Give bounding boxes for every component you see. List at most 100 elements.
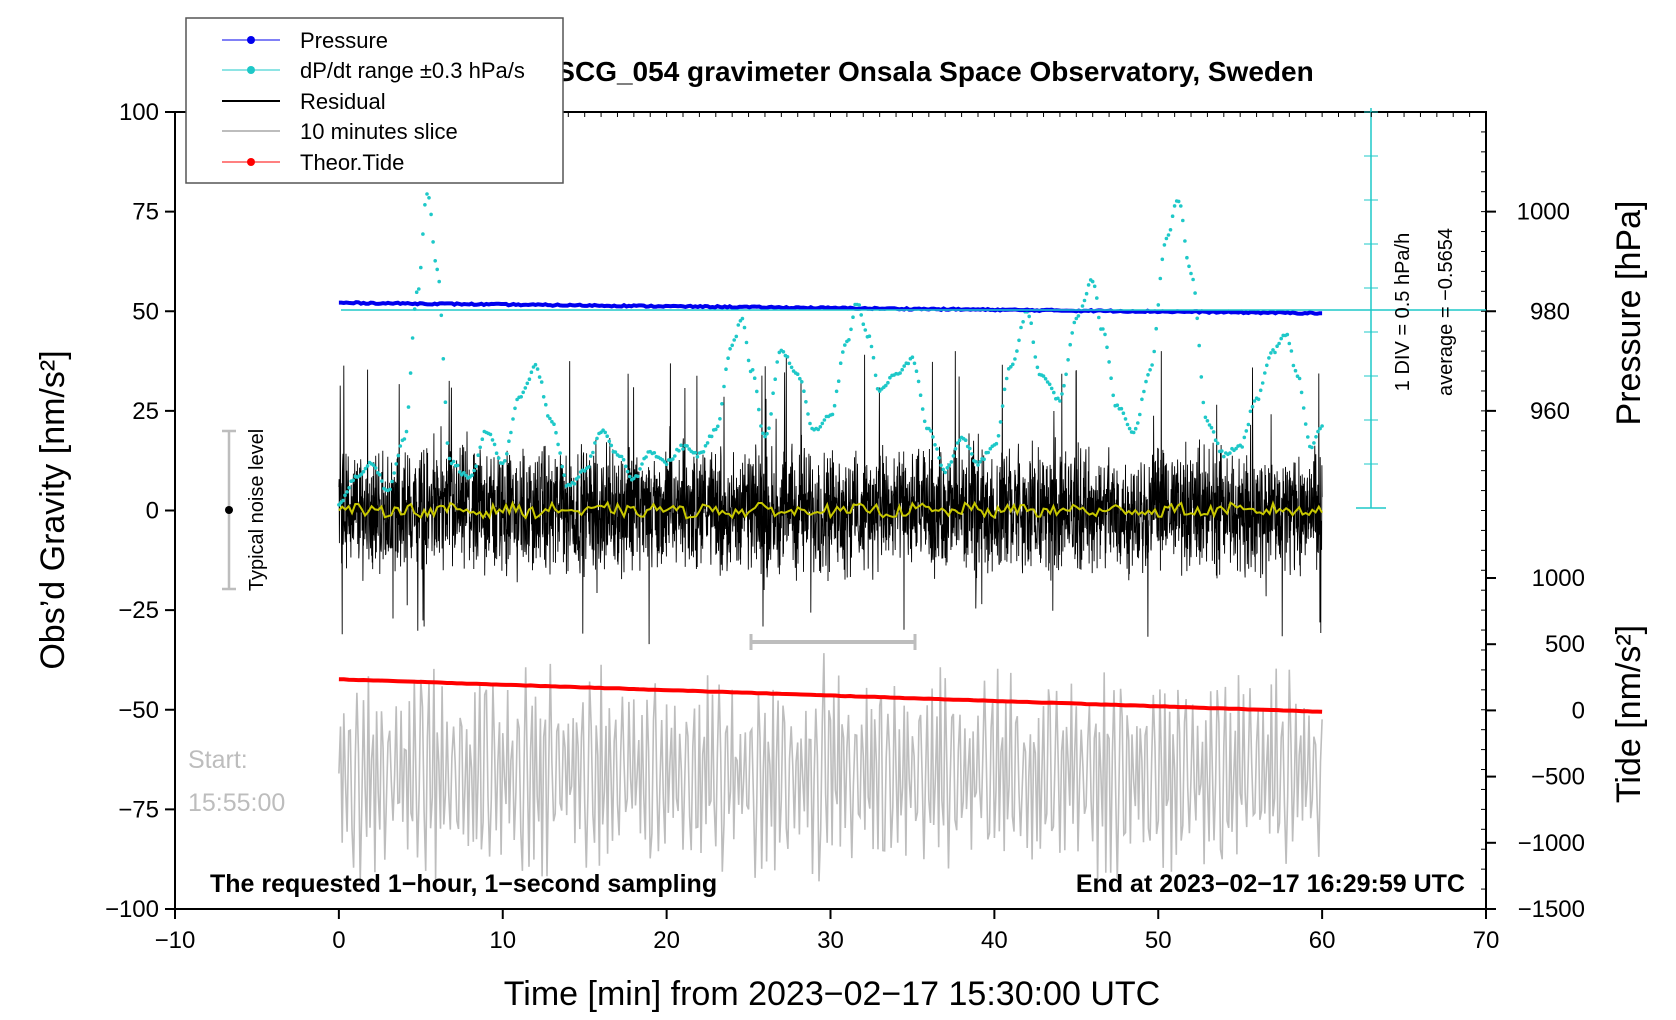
dpdt-point (869, 344, 874, 349)
tide-tick-label: −500 (1531, 764, 1585, 791)
dpdt-point (750, 368, 755, 372)
dpdt-point (994, 441, 999, 446)
dpdt-point (1267, 356, 1271, 360)
dpdt-point (1301, 406, 1306, 410)
dpdt-point (595, 436, 599, 441)
y-axis-title-gravity: Obs’d Gravity [nm/s²] (34, 350, 72, 669)
dpdt-point (1011, 362, 1015, 367)
y-tick-label: −25 (118, 597, 159, 624)
dpdt-point (914, 369, 919, 374)
dpdt-point (1213, 438, 1218, 443)
dpdt-point (1121, 411, 1126, 416)
dpdt-point (1289, 349, 1294, 353)
slice-line (338, 653, 1323, 883)
dpdt-point (472, 468, 476, 473)
dpdt-point (703, 444, 708, 448)
dpdt-point (679, 443, 683, 448)
dpdt-point (1193, 291, 1197, 295)
dpdt-point (841, 350, 845, 354)
dpdt-point (1119, 406, 1124, 411)
dpdt-point (503, 459, 507, 463)
dpdt-point (439, 313, 444, 318)
dpdt-point (1215, 441, 1220, 446)
dpdt-point (718, 417, 722, 421)
dpdt-point (1209, 425, 1214, 430)
dpdt-point (1250, 404, 1255, 409)
dpdt-point (765, 431, 769, 436)
dpdt-point (832, 403, 837, 408)
dpdt-point (949, 460, 954, 464)
dpdt-point (673, 454, 677, 458)
dpdt-point (1164, 236, 1169, 241)
tide-tick-label: 0 (1572, 697, 1585, 724)
dpdt-point (755, 389, 759, 394)
pressure-series (338, 300, 1323, 316)
dpdt-point (886, 380, 890, 385)
dpdt-point (417, 287, 421, 291)
dpdt-point (640, 462, 644, 466)
dpdt-point (1203, 415, 1208, 420)
dpdt-point (644, 455, 648, 459)
dpdt-point (941, 467, 945, 472)
y-axis-tide: 1000 500 0 −500 −1000 −1500 (1486, 565, 1585, 923)
dpdt-point (947, 463, 952, 467)
dpdt-point (978, 460, 982, 464)
dpdt-point (955, 441, 960, 445)
dpdt-point (1095, 296, 1099, 300)
dpdt-point (1125, 422, 1130, 427)
dpdt-point (935, 447, 939, 451)
dpdt-point (392, 471, 397, 475)
dpdt-point (787, 361, 792, 366)
dpdt-point (462, 471, 466, 475)
dpdt-point (757, 407, 761, 412)
dpdt-point (927, 426, 931, 431)
dpdt-point (818, 425, 823, 429)
tide-tick-label: −1000 (1518, 830, 1585, 857)
dpdt-point (1066, 358, 1070, 362)
x-tick-label: 70 (1473, 927, 1500, 954)
y-tick-label: 0 (146, 498, 159, 525)
dpdt-point (685, 444, 689, 448)
dpdt-point (345, 490, 349, 494)
dpdt-point (888, 375, 892, 380)
dpdt-point (808, 421, 812, 426)
dpdt-point (775, 360, 779, 364)
dpdt-point (455, 463, 460, 468)
dpdt-point (443, 400, 448, 405)
y-tick-label: 50 (132, 298, 159, 325)
x-tick-label: 30 (817, 927, 844, 954)
dpdt-point (1220, 449, 1224, 453)
dpdt-point (427, 196, 431, 200)
dpdt-point (1275, 344, 1279, 349)
dpdt-point (1273, 350, 1277, 355)
dpdt-point (933, 443, 937, 447)
dpdt-point (1000, 404, 1005, 408)
dpdt-point (1047, 382, 1052, 387)
x-tick-label: 40 (981, 927, 1008, 954)
legend-label-pressure: Pressure (300, 28, 388, 53)
dpdt-point (1031, 340, 1036, 345)
dpdt-point (414, 290, 419, 295)
dpdt-point (431, 240, 435, 244)
dpdt-point (802, 389, 806, 394)
dpdt-point (1123, 417, 1128, 421)
dpdt-point (1062, 383, 1066, 388)
dpdt-point (394, 462, 399, 466)
dpdt-point (976, 463, 980, 467)
pressure-tick-label: 1000 (1517, 199, 1570, 226)
dpdt-point (496, 456, 501, 460)
dpdt-point (1191, 277, 1195, 282)
dpdt-point (1107, 360, 1111, 364)
dpdt-point (556, 442, 560, 447)
legend-marker-dpdt (247, 66, 255, 74)
y-axis-pressure: 1000 980 960 (1486, 199, 1570, 425)
dpdt-point (1136, 421, 1140, 425)
dpdt-point (1172, 204, 1177, 208)
dpdt-point (773, 377, 777, 382)
dpdt-point (873, 373, 878, 378)
dpdt-point (1142, 389, 1146, 394)
dpdt-point (351, 478, 356, 483)
dpdt-point (607, 439, 612, 444)
dpdt-point (939, 463, 943, 468)
dpdt-point (785, 355, 790, 359)
